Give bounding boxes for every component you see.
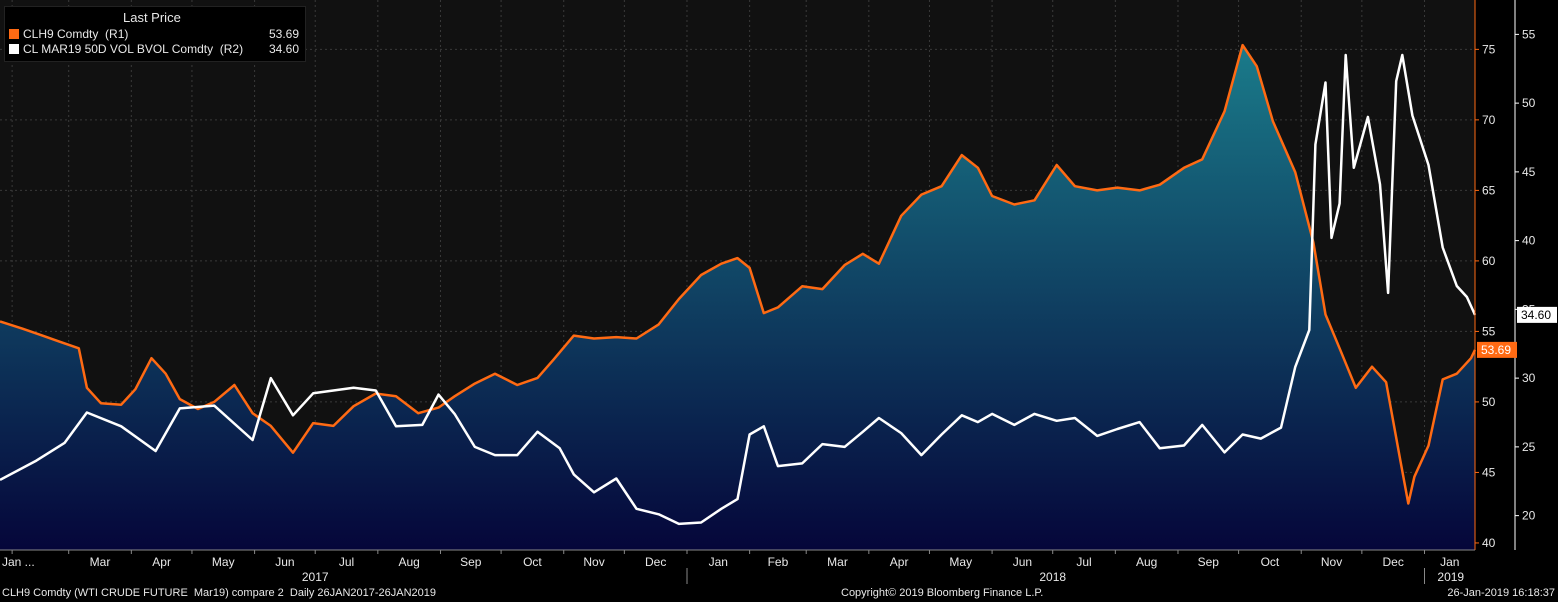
r1-tick-label: 60: [1482, 254, 1496, 268]
last-value-tags: 34.60 53.69: [1477, 306, 1557, 358]
x-month-label: Jul: [339, 555, 354, 569]
x-month-label: Mar: [90, 555, 111, 569]
volatility-series-line: [0, 53, 1477, 526]
x-month-label: Dec: [645, 555, 666, 569]
r2-tick-label: 55: [1522, 27, 1536, 41]
volatility-last-value-tag: [1517, 306, 1557, 323]
legend: Last Price CLH9 Comdty (R1) 53.69 CL MAR…: [4, 6, 306, 62]
x-month-label: Apr: [152, 555, 171, 569]
price-legend-swatch: [9, 29, 19, 39]
x-year-label: 2017: [302, 570, 329, 584]
r1-tick-label: 65: [1482, 183, 1496, 197]
r2-tick-label: 30: [1522, 371, 1536, 385]
price-area-fill: [0, 45, 1475, 550]
price-last-value-label: 53.69: [1481, 343, 1511, 357]
legend-header: Last Price: [123, 10, 181, 25]
r2-tick-label: 20: [1522, 509, 1536, 523]
legend-row-volatility: CL MAR19 50D VOL BVOL Comdty (R2) 34.60: [7, 42, 301, 56]
x-month-label: Jan: [709, 555, 728, 569]
price-legend-label: CLH9 Comdty (R1): [23, 27, 129, 41]
r1-tick-label: 70: [1482, 113, 1496, 127]
price-legend-value: 53.69: [268, 27, 299, 41]
x-year-label: 2018: [1039, 570, 1066, 584]
x-month-label: Mar: [827, 555, 848, 569]
r1-tick-label: 45: [1482, 465, 1496, 479]
x-month-label: Jan: [1440, 555, 1459, 569]
right-axis-labels: 40455055606570752025303540455055: [1475, 27, 1536, 550]
r1-tick-label: 75: [1482, 42, 1496, 56]
x-month-label: Jun: [275, 555, 294, 569]
r2-tick-label: 45: [1522, 165, 1536, 179]
x-month-label: Feb: [768, 555, 789, 569]
x-month-label: Jan ...: [2, 555, 35, 569]
x-month-label: Sep: [1198, 555, 1220, 569]
x-month-label: May: [212, 555, 235, 569]
footer-security-info: CLH9 Comdty (WTI CRUDE FUTURE Mar19) com…: [2, 587, 437, 599]
r2-tick-label: 25: [1522, 440, 1536, 454]
x-axis-labels: Jan ... Mar Apr May Jun Jul Aug Sep Oct Nov Dec Jan…: [2, 550, 1464, 584]
price-last-value-tag: [1477, 341, 1517, 358]
volatility-legend-label: CL MAR19 50D VOL BVOL Comdty (R2): [23, 42, 244, 56]
x-month-label: Oct: [1261, 555, 1280, 569]
x-month-label: Apr: [890, 555, 909, 569]
x-month-label: Jul: [1076, 555, 1091, 569]
volatility-legend-swatch: [9, 44, 19, 54]
footer-copyright: Copyright© 2019 Bloomberg Finance L.P.: [841, 587, 1044, 599]
x-month-label: Oct: [523, 555, 542, 569]
footer-bar: CLH9 Comdty (WTI CRUDE FUTURE Mar19) com…: [0, 587, 1558, 602]
r2-tick-label: 50: [1522, 96, 1536, 110]
axes: [0, 0, 1516, 551]
r1-tick-label: 55: [1482, 324, 1496, 338]
volatility-legend-value: 34.60: [268, 42, 299, 56]
x-month-label: Aug: [398, 555, 419, 569]
x-month-label: May: [949, 555, 972, 569]
x-month-label: Aug: [1136, 555, 1157, 569]
x-month-label: Nov: [583, 555, 604, 569]
legend-row-price: CLH9 Comdty (R1) 53.69: [7, 27, 301, 41]
volatility-last-value-label: 34.60: [1521, 308, 1551, 322]
x-month-label: Nov: [1321, 555, 1342, 569]
r1-tick-label: 40: [1482, 536, 1496, 550]
x-month-label: Sep: [460, 555, 482, 569]
r2-tick-label: 40: [1522, 234, 1536, 248]
x-month-label: Jun: [1013, 555, 1032, 569]
x-year-label: 2019: [1437, 570, 1464, 584]
x-month-label: Dec: [1382, 555, 1403, 569]
r1-tick-label: 50: [1482, 395, 1496, 409]
footer-timestamp: 26-Jan-2019 16:18:37: [1447, 587, 1555, 599]
price-series-line: [0, 43, 1477, 505]
